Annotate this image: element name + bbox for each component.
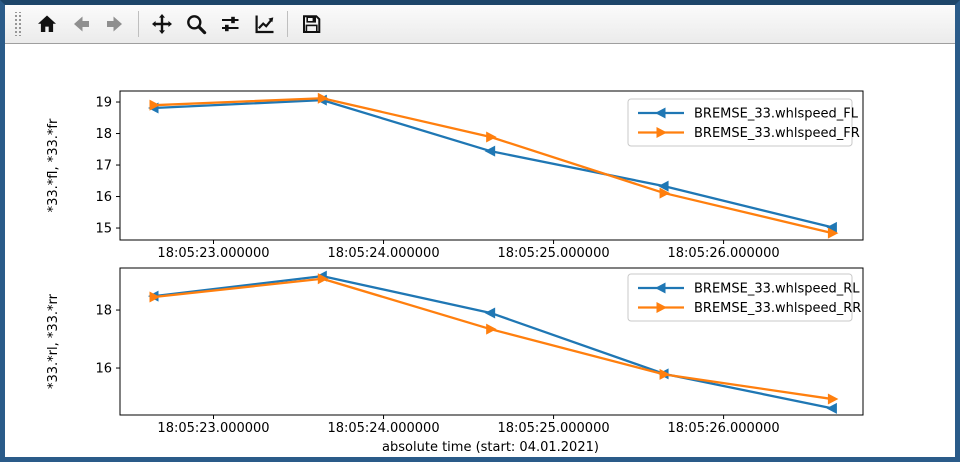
data-point-marker [317,92,329,104]
figure-canvas[interactable]: 18:05:23.000000 18:05:24.000000 18:05:25.0… [5,44,955,457]
y-axis-label: *33.*fl, *33.*fr [46,118,61,212]
data-point-marker [826,402,837,414]
legend-label: BREMSE_33.whlspeed_RL [694,282,860,297]
subplot: 18:05:23.000000 18:05:24.000000 18:05:25.0… [46,267,864,455]
data-point-marker [149,99,161,111]
forward-icon [107,16,122,32]
legend-box [627,98,853,147]
pan-button[interactable] [146,9,178,39]
configure-subplots-button[interactable] [214,9,246,39]
data-point-marker [486,323,497,335]
toolbar-grip-handle[interactable] [13,12,21,36]
x-tick-label: 18:05:26.000000 [668,246,780,261]
save-button[interactable] [295,9,327,39]
data-point-marker [486,131,497,143]
plot-canvas[interactable]: 18:05:23.000000 18:05:24.000000 18:05:25.0… [5,44,955,457]
y-axis-label: *33.*rl, *33.*rr [46,293,61,389]
data-point-marker [827,393,839,405]
zoom-button[interactable] [180,9,212,39]
data-point-marker [826,221,837,233]
back-icon [74,16,89,32]
y-tick-label: 19 [95,96,112,111]
home-icon [38,15,56,32]
legend-label: BREMSE_33.whlspeed_RR [694,301,861,316]
legend-box [627,273,853,322]
data-point-marker [659,368,671,380]
x-tick-label: 18:05:25.000000 [497,246,609,261]
x-tick-label: 18:05:23.000000 [157,246,269,261]
customize-icon [255,15,274,34]
back-button[interactable] [65,9,97,39]
x-tick-label: 18:05:24.000000 [327,421,439,436]
data-point-marker [484,145,496,157]
legend: BREMSE_33.whlspeed_FL BREMSE_33.whlspeed_… [627,98,860,147]
x-tick-label: 18:05:24.000000 [327,246,439,261]
x-tick-label: 18:05:23.000000 [157,421,269,436]
legend-marker [656,127,667,138]
legend-marker [655,107,666,119]
configure-subplots-icon [222,16,239,32]
y-tick-label: 18 [95,304,112,319]
navigation-toolbar [5,5,955,44]
y-tick-label: 15 [95,222,112,237]
x-tick-label: 18:05:25.000000 [497,421,609,436]
subplot: 18:05:23.000000 18:05:24.000000 18:05:25.0… [46,90,864,261]
toolbar-separator [138,11,139,37]
x-axis-label: absolute time (start: 04.01.2021) [382,440,599,455]
customize-button[interactable] [248,9,280,39]
forward-button[interactable] [99,9,131,39]
x-tick-label: 18:05:26.000000 [668,421,780,436]
data-point-marker [317,273,329,285]
y-tick-label: 16 [95,362,112,377]
data-point-marker [659,187,671,199]
legend-label: BREMSE_33.whlspeed_FL [694,107,859,122]
data-point-marker [149,291,161,303]
legend-label: BREMSE_33.whlspeed_FR [694,126,860,141]
data-point-marker [827,227,839,239]
save-icon [303,15,321,33]
data-point-marker [484,307,496,319]
legend-marker [655,282,666,294]
data-point-marker [658,180,669,192]
pan-icon [152,14,172,34]
y-tick-label: 18 [95,127,112,142]
toolbar-separator [287,11,288,37]
home-button[interactable] [31,9,63,39]
legend-marker [656,302,667,313]
y-tick-label: 16 [95,190,112,205]
y-tick-label: 17 [95,159,112,174]
zoom-icon [187,15,207,35]
legend: BREMSE_33.whlspeed_RL BREMSE_33.whlspeed_… [627,273,861,322]
